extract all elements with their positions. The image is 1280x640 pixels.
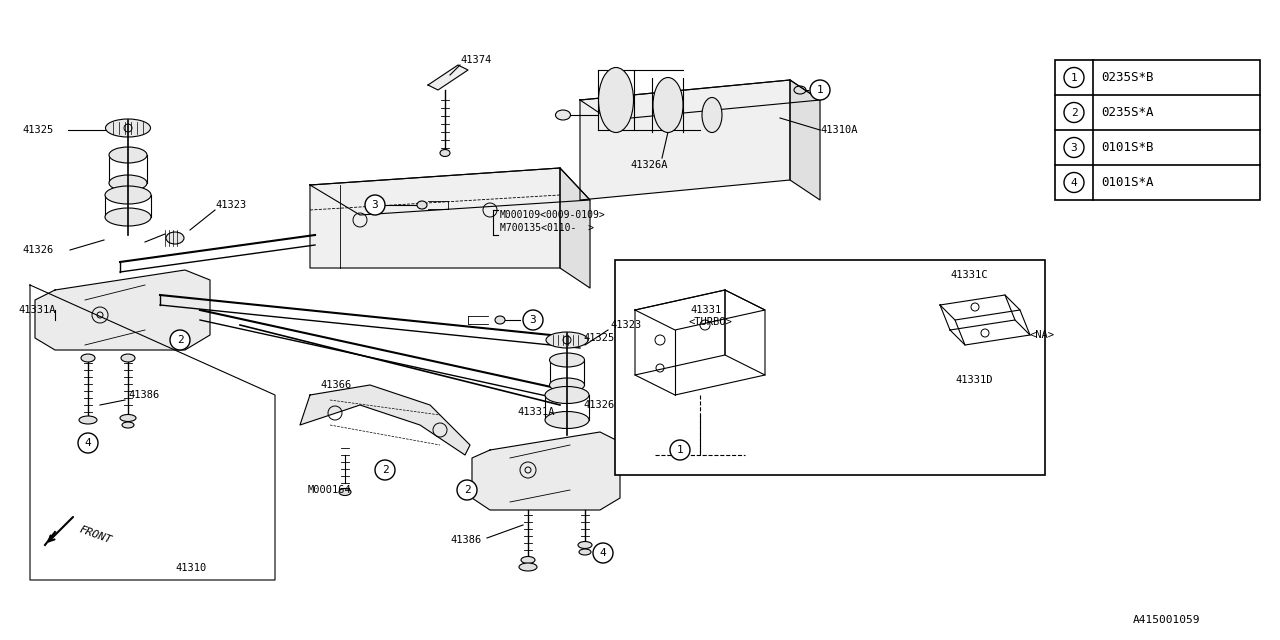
Circle shape (457, 480, 477, 500)
Ellipse shape (105, 119, 151, 137)
Ellipse shape (339, 488, 351, 495)
Text: M000109<0009-0109>: M000109<0009-0109> (500, 210, 605, 220)
Text: 0101S*A: 0101S*A (1101, 176, 1153, 189)
Polygon shape (580, 80, 820, 120)
Polygon shape (790, 80, 820, 200)
Text: 2: 2 (177, 335, 183, 345)
Ellipse shape (549, 353, 585, 367)
Ellipse shape (545, 387, 589, 403)
Text: 3: 3 (1070, 143, 1078, 152)
Text: M000164: M000164 (308, 485, 352, 495)
Circle shape (365, 195, 385, 215)
Bar (614, 260, 1044, 475)
Circle shape (170, 330, 189, 350)
Text: <NA>: <NA> (1030, 330, 1055, 340)
Ellipse shape (495, 316, 506, 324)
Ellipse shape (545, 412, 589, 429)
Polygon shape (310, 168, 561, 268)
Circle shape (78, 433, 99, 453)
Circle shape (375, 460, 396, 480)
Text: 2: 2 (463, 485, 470, 495)
Circle shape (1064, 173, 1084, 193)
Ellipse shape (521, 557, 535, 563)
Text: 41331A: 41331A (517, 407, 554, 417)
Text: 2: 2 (1070, 108, 1078, 118)
Ellipse shape (549, 378, 585, 392)
Polygon shape (580, 80, 790, 200)
Circle shape (1064, 102, 1084, 122)
Ellipse shape (109, 147, 147, 163)
Text: FRONT: FRONT (78, 525, 113, 545)
Text: 41366: 41366 (320, 380, 351, 390)
Text: 1: 1 (1070, 72, 1078, 83)
Ellipse shape (653, 77, 684, 132)
Text: 41331: 41331 (690, 305, 721, 315)
Ellipse shape (166, 232, 184, 244)
Polygon shape (310, 168, 590, 215)
Ellipse shape (105, 186, 151, 204)
Circle shape (593, 543, 613, 563)
Ellipse shape (547, 332, 588, 348)
Ellipse shape (579, 541, 593, 548)
Circle shape (524, 310, 543, 330)
Text: 3: 3 (530, 315, 536, 325)
Text: 41326: 41326 (22, 245, 54, 255)
Ellipse shape (122, 422, 134, 428)
Polygon shape (35, 270, 210, 350)
Text: 41325: 41325 (22, 125, 54, 135)
Ellipse shape (599, 67, 634, 132)
Ellipse shape (120, 415, 136, 422)
Text: 0101S*B: 0101S*B (1101, 141, 1153, 154)
Ellipse shape (81, 354, 95, 362)
Ellipse shape (79, 416, 97, 424)
Polygon shape (472, 432, 620, 510)
Ellipse shape (579, 549, 591, 555)
Text: 41331A: 41331A (18, 305, 55, 315)
Text: 41310A: 41310A (820, 125, 858, 135)
Bar (1055, 60, 1260, 200)
Text: A415001059: A415001059 (1133, 615, 1201, 625)
Circle shape (669, 440, 690, 460)
Text: 0235S*A: 0235S*A (1101, 106, 1153, 119)
Ellipse shape (122, 354, 134, 362)
Ellipse shape (701, 97, 722, 132)
Text: M700135<0110-  >: M700135<0110- > (500, 223, 594, 233)
Text: 3: 3 (371, 200, 379, 210)
Text: 4: 4 (84, 438, 91, 448)
Circle shape (1064, 67, 1084, 88)
Text: 41325: 41325 (582, 333, 614, 343)
Text: 41374: 41374 (460, 55, 492, 65)
Text: 41323: 41323 (611, 320, 641, 330)
Ellipse shape (109, 175, 147, 191)
Ellipse shape (556, 110, 571, 120)
Text: 0235S*B: 0235S*B (1101, 71, 1153, 84)
Text: 1: 1 (677, 445, 684, 455)
Polygon shape (428, 65, 468, 90)
Text: <TURBO>: <TURBO> (689, 317, 732, 327)
Polygon shape (300, 385, 470, 455)
Text: 41331C: 41331C (950, 270, 987, 280)
Text: 1: 1 (817, 85, 823, 95)
Text: 41386: 41386 (451, 535, 481, 545)
Text: 41323: 41323 (215, 200, 246, 210)
Ellipse shape (440, 150, 451, 157)
Text: 4: 4 (1070, 177, 1078, 188)
Ellipse shape (105, 208, 151, 226)
Circle shape (1064, 138, 1084, 157)
Text: 41326: 41326 (582, 400, 614, 410)
Text: 2: 2 (381, 465, 388, 475)
Ellipse shape (518, 563, 538, 571)
Circle shape (810, 80, 829, 100)
Text: 4: 4 (599, 548, 607, 558)
Ellipse shape (417, 201, 428, 209)
Text: 41331D: 41331D (955, 375, 992, 385)
Polygon shape (561, 168, 590, 288)
Text: 41326A: 41326A (630, 160, 667, 170)
Text: 41386: 41386 (128, 390, 159, 400)
Text: 41310: 41310 (175, 563, 206, 573)
